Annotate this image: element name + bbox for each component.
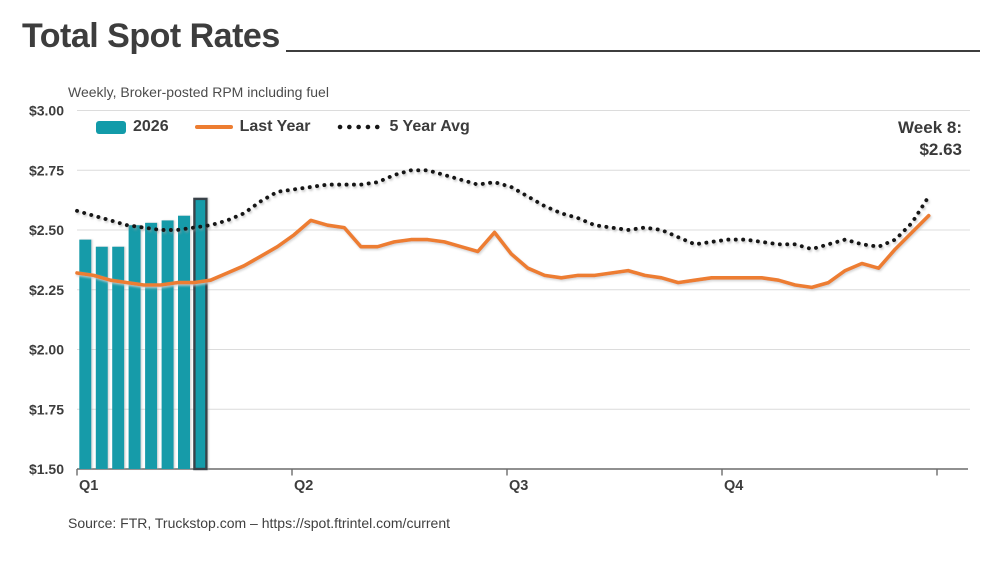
dotted-line-swatch-icon bbox=[336, 118, 383, 136]
bar-week bbox=[161, 220, 174, 469]
legend-label: 5 Year Avg bbox=[389, 118, 470, 135]
legend-item-5-year-avg: 5 Year Avg bbox=[336, 118, 470, 136]
bar-week-highlighted bbox=[193, 197, 208, 471]
legend-item-last-year: Last Year bbox=[194, 118, 311, 136]
y-axis-label: $1.75 bbox=[29, 401, 64, 417]
x-axis-label: Q4 bbox=[724, 478, 743, 494]
five-year-avg-line bbox=[75, 168, 931, 252]
legend-label: 2026 bbox=[133, 118, 169, 135]
chart-subtitle: Weekly, Broker-posted RPM including fuel bbox=[68, 84, 329, 100]
source-note: Source: FTR, Truckstop.com – https://spo… bbox=[68, 515, 451, 531]
week-annotation-value: $2.63 bbox=[919, 140, 962, 160]
y-axis-label: $2.50 bbox=[29, 222, 64, 238]
x-axis-label: Q2 bbox=[294, 478, 313, 494]
y-axis-label: $1.50 bbox=[29, 461, 64, 477]
legend-label: Last Year bbox=[239, 118, 311, 135]
week-annotation: Week 8: $2.63 bbox=[898, 117, 962, 162]
legend-item-2026: 2026 bbox=[96, 118, 169, 136]
title-underline bbox=[285, 49, 980, 52]
bar-week bbox=[145, 222, 158, 469]
week-annotation-title: Week 8: bbox=[898, 118, 962, 137]
header: Total Spot Rates bbox=[22, 18, 980, 55]
x-axis-label: Q1 bbox=[79, 478, 98, 494]
y-axis-label: $2.25 bbox=[29, 282, 64, 298]
solid-line-swatch-icon bbox=[194, 125, 233, 129]
bar-week bbox=[79, 239, 92, 469]
bar-week bbox=[112, 246, 125, 469]
bar-week bbox=[95, 246, 108, 469]
bar-week bbox=[128, 225, 141, 469]
y-axis-label: $2.00 bbox=[29, 342, 64, 358]
bar-week bbox=[178, 215, 190, 469]
last-year-line bbox=[75, 213, 931, 290]
x-axis-label: Q3 bbox=[509, 478, 528, 494]
page-title: Total Spot Rates bbox=[22, 17, 280, 55]
bar-swatch-icon bbox=[96, 120, 126, 134]
y-axis-label: $2.75 bbox=[29, 162, 64, 178]
bar-series-2026 bbox=[79, 197, 208, 471]
y-axis-label: $3.00 bbox=[29, 103, 64, 119]
legend: 2026 Last Year 5 Year Avg bbox=[96, 118, 496, 136]
